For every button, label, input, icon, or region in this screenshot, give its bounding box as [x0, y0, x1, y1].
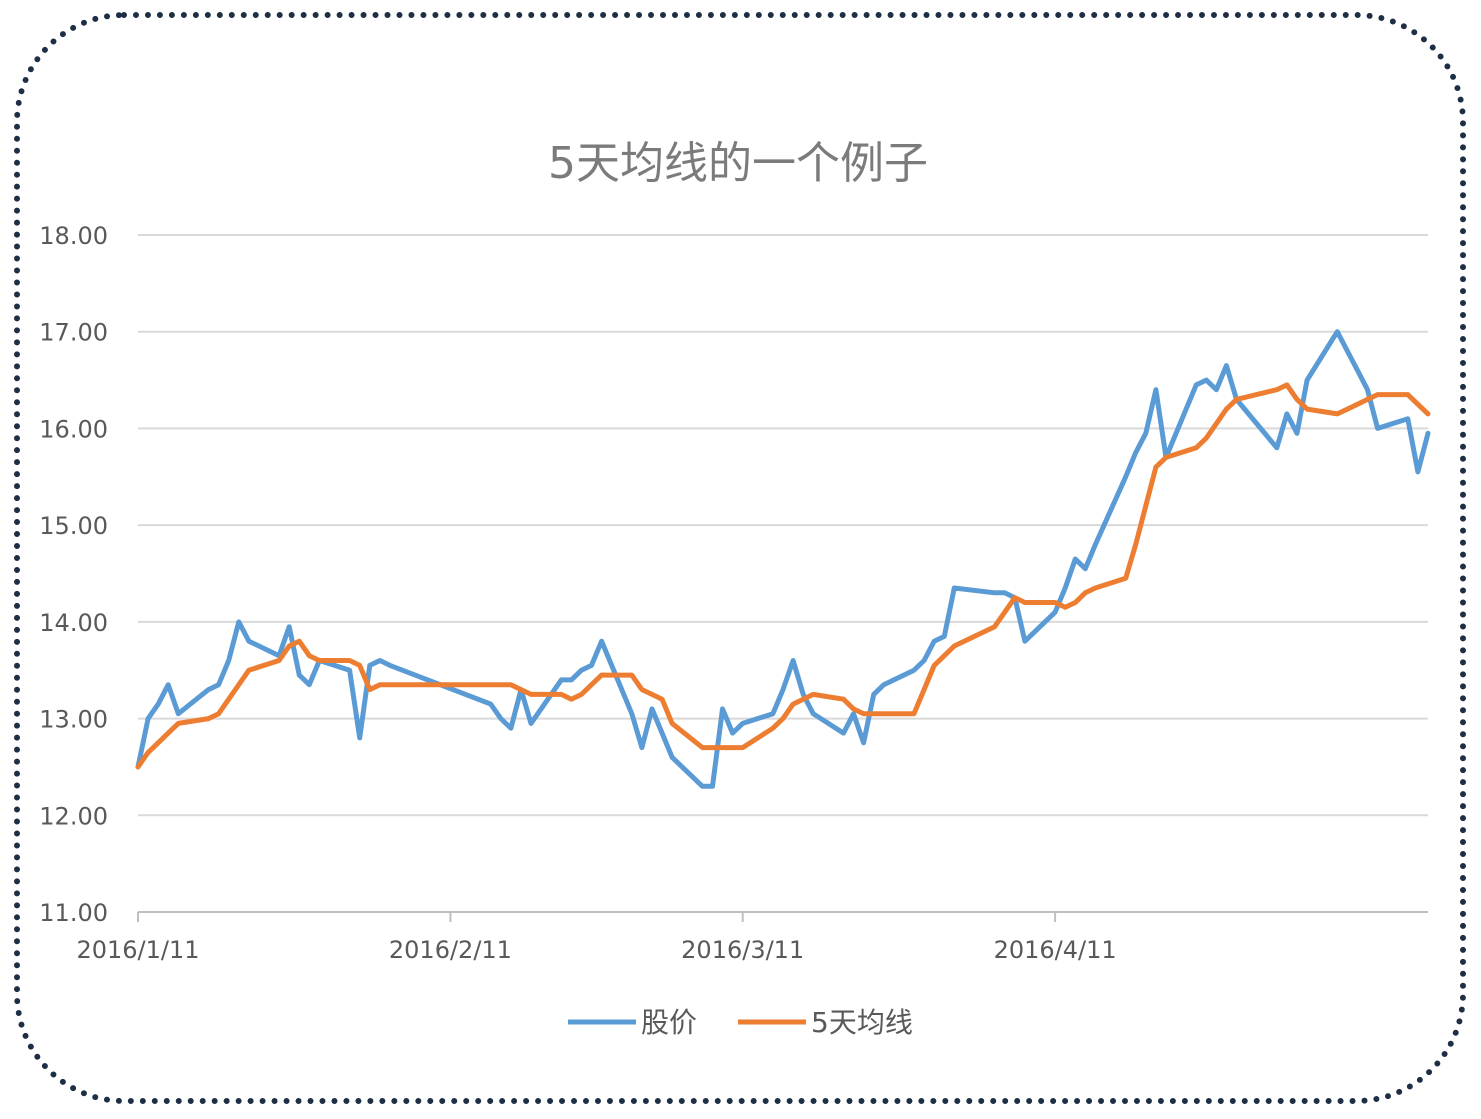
y-tick-label: 13.00	[39, 706, 108, 734]
y-tick-label: 17.00	[39, 319, 108, 347]
x-tick-label: 2016/4/11	[994, 936, 1117, 964]
x-tick-label: 2016/1/11	[76, 936, 199, 964]
x-tick-label: 2016/2/11	[389, 936, 512, 964]
chart-title: 5天均线的一个例子	[548, 138, 928, 189]
legend: 股价 5天均线	[568, 1006, 913, 1039]
y-tick-label: 11.00	[39, 899, 108, 927]
y-tick-label: 14.00	[39, 609, 108, 637]
series-line-ma5	[135, 382, 1431, 770]
x-tick-label: 2016/3/11	[681, 936, 804, 964]
x-axis-tick-labels: 2016/1/11 2016/2/11 2016/3/11 2016/4/11	[76, 912, 1117, 964]
series-lines	[135, 329, 1431, 789]
y-tick-label: 18.00	[39, 222, 108, 250]
dotted-frame	[14, 12, 1466, 1104]
y-tick-label: 16.00	[39, 415, 108, 443]
y-tick-label: 15.00	[39, 512, 108, 540]
legend-label-ma5: 5天均线	[811, 1006, 913, 1039]
gridlines	[138, 234, 1428, 817]
y-tick-label: 12.00	[39, 802, 108, 830]
legend-label-price: 股价	[641, 1006, 697, 1039]
y-axis-tick-labels: 11.00 12.00 13.00 14.00 15.00 16.00 17.00 18.00	[39, 222, 108, 927]
